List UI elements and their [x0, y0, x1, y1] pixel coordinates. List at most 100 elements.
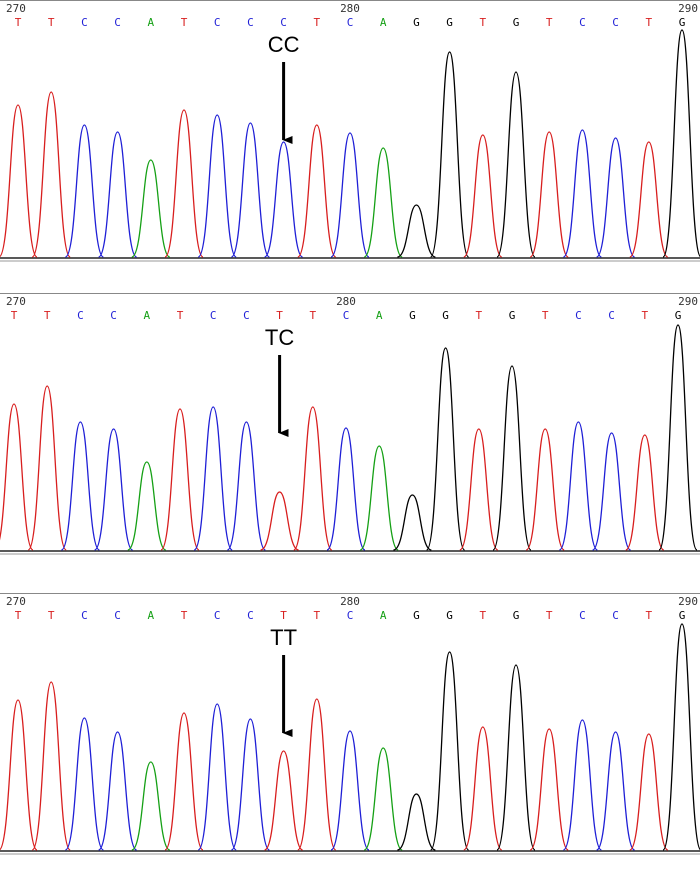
base-call: C [77, 309, 84, 322]
trace-peak [625, 434, 665, 551]
trace-peak [496, 664, 536, 851]
position-label: 270 [6, 295, 26, 308]
trace-peak [263, 750, 304, 851]
position-label: 290 [678, 295, 698, 308]
base-call: C [579, 16, 586, 29]
base-call: G [409, 309, 416, 322]
base-call: C [210, 309, 217, 322]
base-call: C [247, 16, 254, 29]
trace-peak [197, 114, 237, 258]
trace-peak [226, 421, 267, 551]
position-label: 270 [6, 2, 26, 15]
base-call: G [413, 609, 420, 622]
base-call: T [645, 609, 652, 622]
trace-peak [662, 623, 700, 851]
trace-peak [629, 141, 669, 258]
base-call: G [679, 16, 686, 29]
trace-peak [463, 134, 503, 258]
trace-peak [164, 712, 204, 851]
base-call: T [479, 16, 486, 29]
base-call: C [579, 609, 586, 622]
base-call: T [641, 309, 648, 322]
trace-peak [193, 406, 233, 551]
base-call: C [110, 309, 117, 322]
trace-peak [363, 147, 403, 258]
trace-peak [529, 728, 569, 851]
trace-peak [127, 461, 167, 551]
trace-peak [397, 204, 436, 258]
trace-peak [529, 131, 569, 258]
position-label: 270 [6, 595, 26, 608]
base-call: C [81, 16, 88, 29]
base-call: A [147, 609, 154, 622]
trace-peak [662, 29, 700, 258]
base-call: C [575, 309, 582, 322]
trace-peak [492, 365, 532, 551]
trace-peak [297, 698, 337, 851]
trace-peak [164, 109, 204, 258]
base-call: C [214, 16, 221, 29]
trace-peak [0, 403, 34, 551]
base-call: T [177, 309, 184, 322]
trace-peak [64, 717, 105, 851]
base-call: C [81, 609, 88, 622]
base-call: T [181, 609, 188, 622]
base-call: T [645, 16, 652, 29]
base-call: G [679, 609, 686, 622]
base-call: C [243, 309, 250, 322]
trace-peak [397, 793, 436, 851]
trace-peak [197, 703, 237, 851]
trace-peak [463, 726, 503, 851]
trace-peak [330, 132, 370, 258]
trace-peak [0, 104, 38, 258]
base-call: A [147, 16, 154, 29]
base-call: T [48, 16, 55, 29]
base-call: G [509, 309, 516, 322]
genotype-label: TC [265, 325, 294, 350]
trace-peak [131, 159, 171, 258]
base-call: T [11, 309, 18, 322]
trace-peak [160, 408, 200, 551]
base-call: G [513, 16, 520, 29]
genotype-label: CC [268, 32, 300, 57]
trace-peak [297, 124, 337, 258]
base-call: C [280, 16, 287, 29]
base-call: C [612, 609, 619, 622]
base-call: T [542, 309, 549, 322]
trace-peak [425, 347, 466, 551]
trace-peak [97, 731, 138, 851]
base-call: G [413, 16, 420, 29]
base-call: T [44, 309, 51, 322]
base-call: T [15, 609, 22, 622]
trace-peak [525, 428, 565, 551]
trace-peak [393, 494, 432, 551]
trace-peak [363, 747, 403, 851]
trace-peak [459, 428, 499, 551]
base-call: C [612, 16, 619, 29]
base-call: T [479, 609, 486, 622]
base-call: A [143, 309, 150, 322]
trace-peak [230, 718, 271, 851]
base-call: G [675, 309, 682, 322]
position-label: 290 [678, 2, 698, 15]
base-call: C [347, 16, 354, 29]
trace-peak [558, 421, 599, 551]
base-call: T [309, 309, 316, 322]
base-call: T [546, 609, 553, 622]
trace-peak [0, 699, 38, 851]
trace-peak [429, 651, 470, 851]
trace-peak [260, 491, 299, 551]
trace-peak [230, 122, 271, 258]
base-call: C [608, 309, 615, 322]
trace-peak [359, 445, 399, 551]
trace-peak [595, 731, 636, 851]
trace-peak [326, 427, 366, 551]
trace-peak [591, 432, 632, 551]
trace-peak [496, 71, 536, 258]
base-call: G [446, 16, 453, 29]
base-call: T [280, 609, 287, 622]
trace-peak [93, 428, 134, 551]
base-call: T [475, 309, 482, 322]
